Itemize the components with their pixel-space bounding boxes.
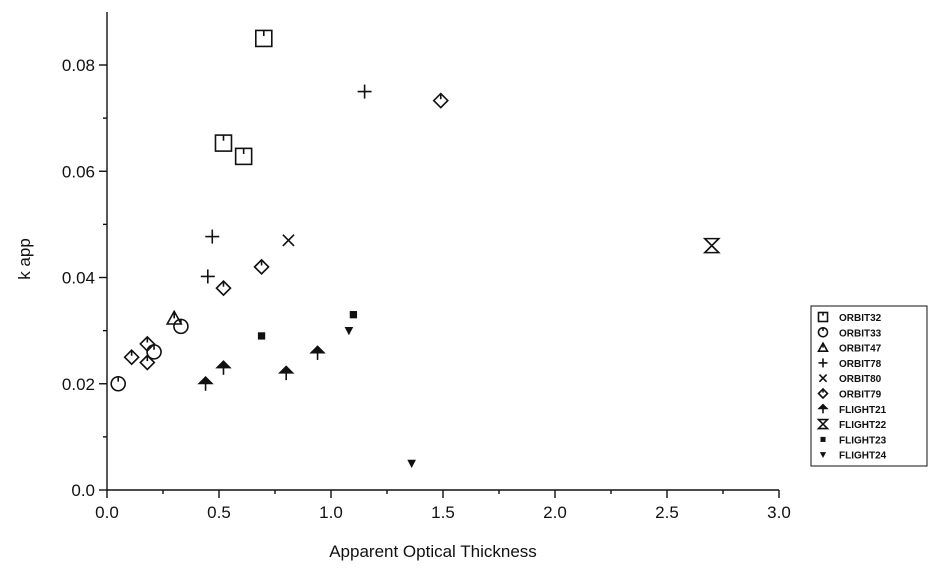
x-axis-ticks: 0.0 0.5 1.0 1.5 2.0 2.5 3.0 xyxy=(95,490,791,522)
series-orbit78 xyxy=(200,84,372,284)
y-tick-label: 0.06 xyxy=(62,162,95,181)
data-point-flight24 xyxy=(407,459,416,469)
data-point-orbit80 xyxy=(282,234,295,247)
x-tick-label: 0.5 xyxy=(207,503,231,522)
legend-marker-flight21 xyxy=(817,403,829,414)
x-tick-label: 2.5 xyxy=(655,503,679,522)
x-tick-label: 1.5 xyxy=(431,503,455,522)
data-point-orbit32 xyxy=(214,134,233,152)
y-tick-label: 0.02 xyxy=(62,375,95,394)
data-point-orbit79 xyxy=(253,258,270,276)
y-tick-label: 0.04 xyxy=(62,269,95,288)
series-flight23 xyxy=(257,311,358,340)
legend-marker-flight24 xyxy=(819,452,827,459)
legend-label-orbit79: ORBIT79 xyxy=(839,390,882,401)
y-tick-label: 0.08 xyxy=(62,56,95,75)
axes xyxy=(106,12,779,491)
series-orbit32 xyxy=(214,29,273,166)
legend-marker-flight22 xyxy=(816,418,830,430)
x-axis-title: Apparent Optical Thickness xyxy=(329,542,537,561)
data-point-flight21 xyxy=(215,360,232,375)
legend-label-orbit47: ORBIT47 xyxy=(839,344,882,355)
data-point-orbit32 xyxy=(255,29,273,48)
data-point-orbit79 xyxy=(215,279,232,297)
series-orbit47 xyxy=(165,309,183,325)
legend-marker-orbit78 xyxy=(818,358,828,368)
x-tick-label: 1.0 xyxy=(319,503,343,522)
data-point-flight23 xyxy=(257,332,266,340)
data-point-flight24 xyxy=(344,326,354,336)
legend-marker-orbit79 xyxy=(817,387,829,400)
y-tick-label: 0.0 xyxy=(71,481,95,500)
data-point-orbit32 xyxy=(234,147,253,166)
data-point-orbit33 xyxy=(110,375,126,392)
legend-label-flight24: FLIGHT24 xyxy=(839,451,887,462)
series-flight21 xyxy=(197,345,326,391)
data-points xyxy=(110,29,721,469)
legend-marker-orbit32 xyxy=(817,311,829,323)
legend-box xyxy=(810,305,928,467)
data-point-flight21 xyxy=(197,376,214,391)
x-tick-label: 2.0 xyxy=(543,503,567,522)
data-point-orbit79 xyxy=(432,92,449,109)
series-flight24 xyxy=(344,326,416,469)
legend-marker-orbit33 xyxy=(817,326,829,338)
data-point-flight21 xyxy=(309,345,326,360)
data-point-flight22 xyxy=(702,237,721,254)
series-orbit80 xyxy=(282,234,295,247)
data-point-orbit78 xyxy=(357,84,372,99)
series-flight22 xyxy=(702,237,721,254)
data-point-flight21 xyxy=(277,365,295,381)
series-orbit79 xyxy=(123,92,449,371)
data-point-orbit79 xyxy=(139,354,156,371)
legend-label-orbit80: ORBIT80 xyxy=(839,374,882,385)
data-point-orbit47 xyxy=(165,309,183,325)
legend-marker-orbit47 xyxy=(817,341,829,353)
series-orbit33 xyxy=(110,318,189,392)
legend: ORBIT32 ORBIT33 ORBIT47 ORBIT78 ORBIT80 ORBIT… xyxy=(810,305,928,467)
y-axis-title: k app xyxy=(15,238,34,280)
data-point-orbit79 xyxy=(123,349,140,366)
data-point-flight23 xyxy=(349,311,358,319)
legend-marker-orbit80 xyxy=(818,374,828,383)
data-point-orbit33 xyxy=(173,318,189,335)
x-tick-label: 3.0 xyxy=(767,503,791,522)
data-point-orbit78 xyxy=(205,229,220,244)
legend-label-orbit32: ORBIT32 xyxy=(839,313,882,324)
legend-marker-flight23 xyxy=(820,436,826,442)
data-point-orbit78 xyxy=(200,269,215,284)
legend-label-orbit78: ORBIT78 xyxy=(839,359,882,370)
y-axis-ticks: 0.0 0.02 0.04 0.06 0.08 xyxy=(62,56,107,500)
legend-label-flight22: FLIGHT22 xyxy=(839,420,887,431)
x-tick-label: 0.0 xyxy=(95,503,119,522)
legend-label-flight23: FLIGHT23 xyxy=(839,435,887,446)
legend-label-orbit33: ORBIT33 xyxy=(839,328,882,339)
data-point-orbit79 xyxy=(139,335,156,353)
legend-label-flight21: FLIGHT21 xyxy=(839,405,887,416)
